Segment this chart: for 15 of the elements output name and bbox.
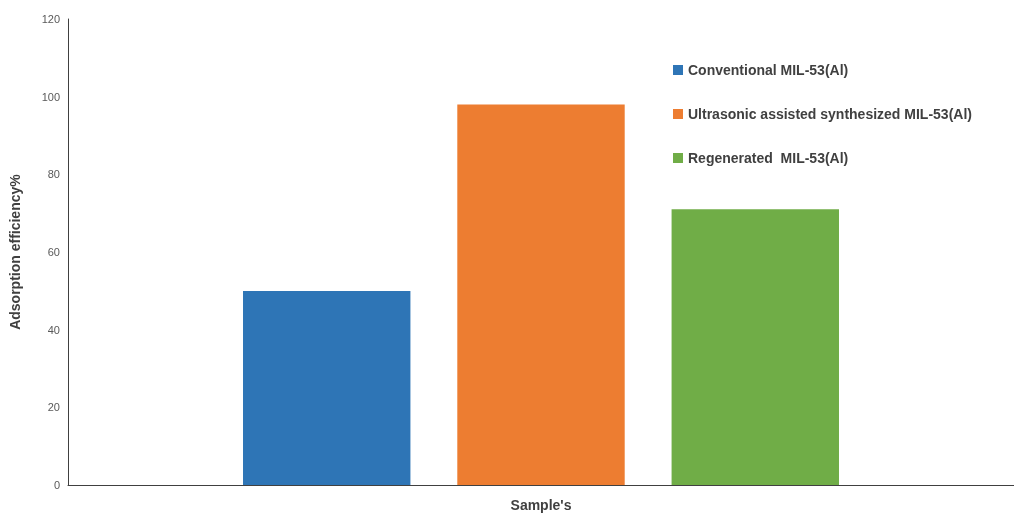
x-axis-title: Sample's: [510, 497, 572, 513]
y-tick-label: 120: [41, 13, 60, 25]
y-tick-label: 60: [47, 246, 60, 259]
bar: [243, 290, 411, 486]
y-tick-label: 0: [53, 479, 60, 492]
legend-label: Conventional MIL-53(Al): [688, 62, 849, 78]
y-axis-title: Adsorption efficiency%: [7, 173, 23, 330]
legend-label: Ultrasonic assisted synthesized MIL-53(Al): [688, 106, 972, 122]
y-tick-label: 80: [47, 168, 60, 181]
y-tick-label: 20: [47, 401, 60, 414]
y-tick-label: 40: [47, 323, 60, 336]
y-tick-label: 100: [41, 90, 60, 103]
legend-label: Regenerated MIL-53(Al): [688, 150, 849, 166]
bar: [457, 104, 625, 486]
bar: [671, 209, 839, 486]
